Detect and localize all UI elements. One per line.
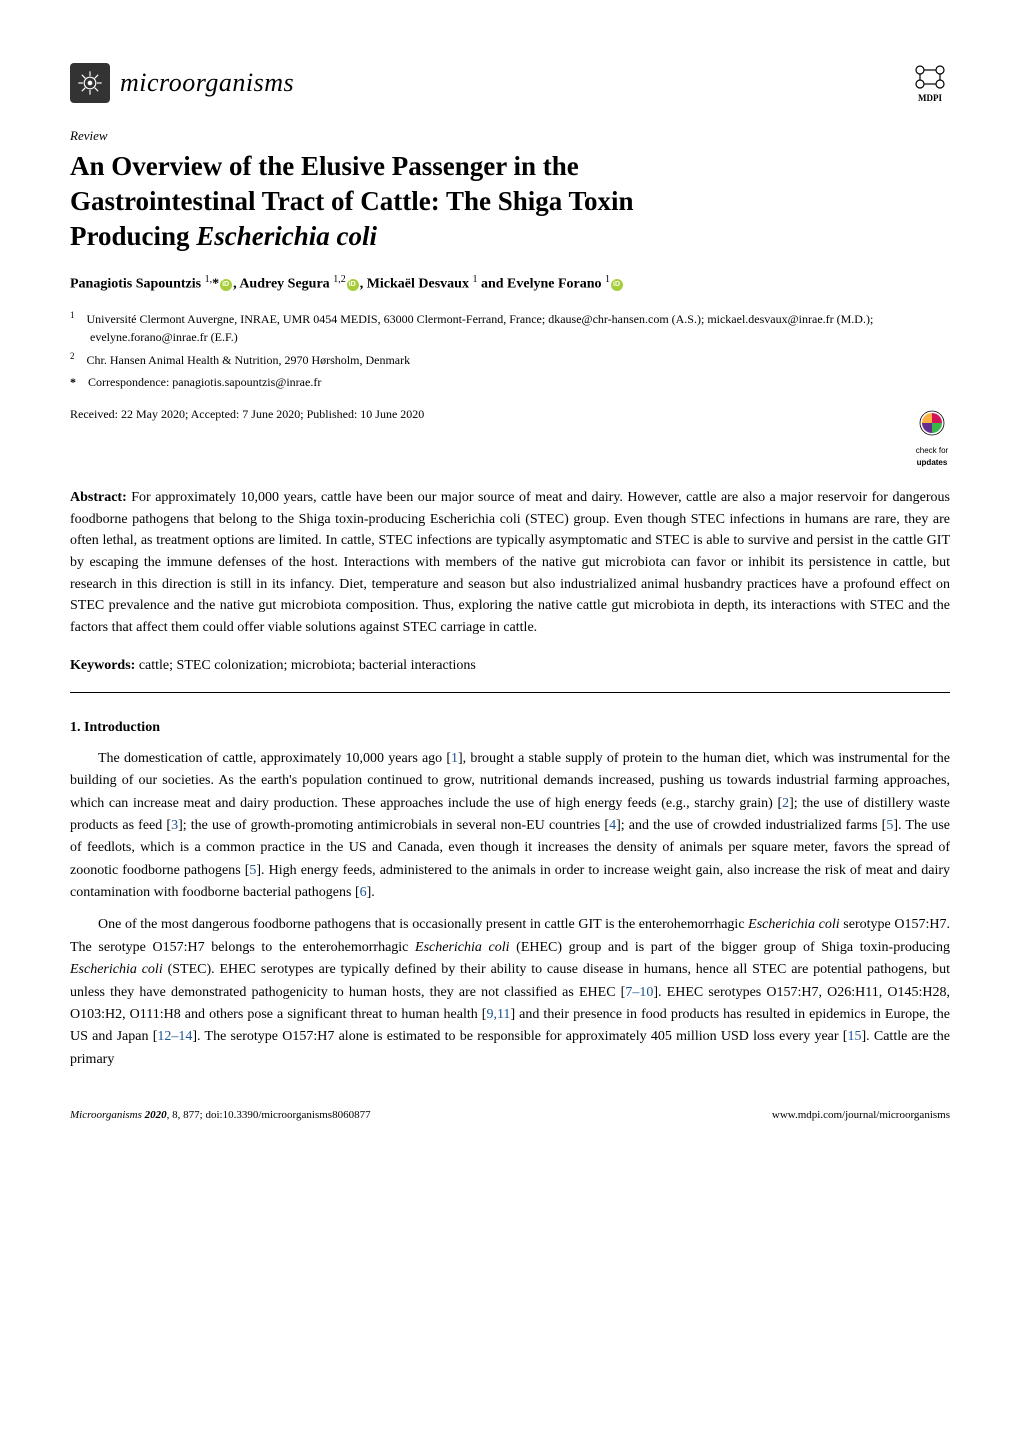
publication-dates: Received: 22 May 2020; Accepted: 7 June … <box>70 405 424 423</box>
keywords-label: Keywords: <box>70 658 135 673</box>
article-type: Review <box>70 126 950 146</box>
journal-logo-block: microorganisms <box>70 63 294 103</box>
orcid-icon[interactable] <box>220 279 232 291</box>
affiliation: 2 Chr. Hansen Animal Health & Nutrition,… <box>70 350 950 369</box>
dates-row: Received: 22 May 2020; Accepted: 7 June … <box>70 405 950 469</box>
keywords-text: cattle; STEC colonization; microbiota; b… <box>135 658 476 673</box>
journal-logo-icon <box>70 63 110 103</box>
affiliation: 1 Université Clermont Auvergne, INRAE, U… <box>70 309 950 346</box>
correspondence: * Correspondence: panagiotis.sapountzis@… <box>70 373 950 391</box>
abstract-label: Abstract: <box>70 490 127 505</box>
footer-citation: Microorganisms 2020, 8, 877; doi:10.3390… <box>70 1107 371 1124</box>
body-paragraph: One of the most dangerous foodborne path… <box>70 914 950 1071</box>
author-list: Panagiotis Sapountzis 1,*, Audrey Segura… <box>70 272 950 295</box>
page-header: microorganisms MDPI <box>70 60 950 106</box>
check-updates-badge[interactable]: check forupdates <box>914 405 950 469</box>
abstract-text: For approximately 10,000 years, cattle h… <box>70 490 950 635</box>
orcid-icon[interactable] <box>611 279 623 291</box>
keywords: Keywords: cattle; STEC colonization; mic… <box>70 655 950 676</box>
body-paragraph: The domestication of cattle, approximate… <box>70 748 950 905</box>
abstract: Abstract: For approximately 10,000 years… <box>70 487 950 639</box>
footer-url: www.mdpi.com/journal/microorganisms <box>772 1107 950 1124</box>
divider <box>70 692 950 693</box>
section-heading: 1. Introduction <box>70 717 950 738</box>
orcid-icon[interactable] <box>347 279 359 291</box>
page-footer: Microorganisms 2020, 8, 877; doi:10.3390… <box>70 1107 950 1124</box>
journal-name: microorganisms <box>120 63 294 102</box>
publisher-logo: MDPI <box>910 60 950 106</box>
article-title: An Overview of the Elusive Passenger in … <box>70 149 950 254</box>
publisher-label: MDPI <box>918 92 942 106</box>
